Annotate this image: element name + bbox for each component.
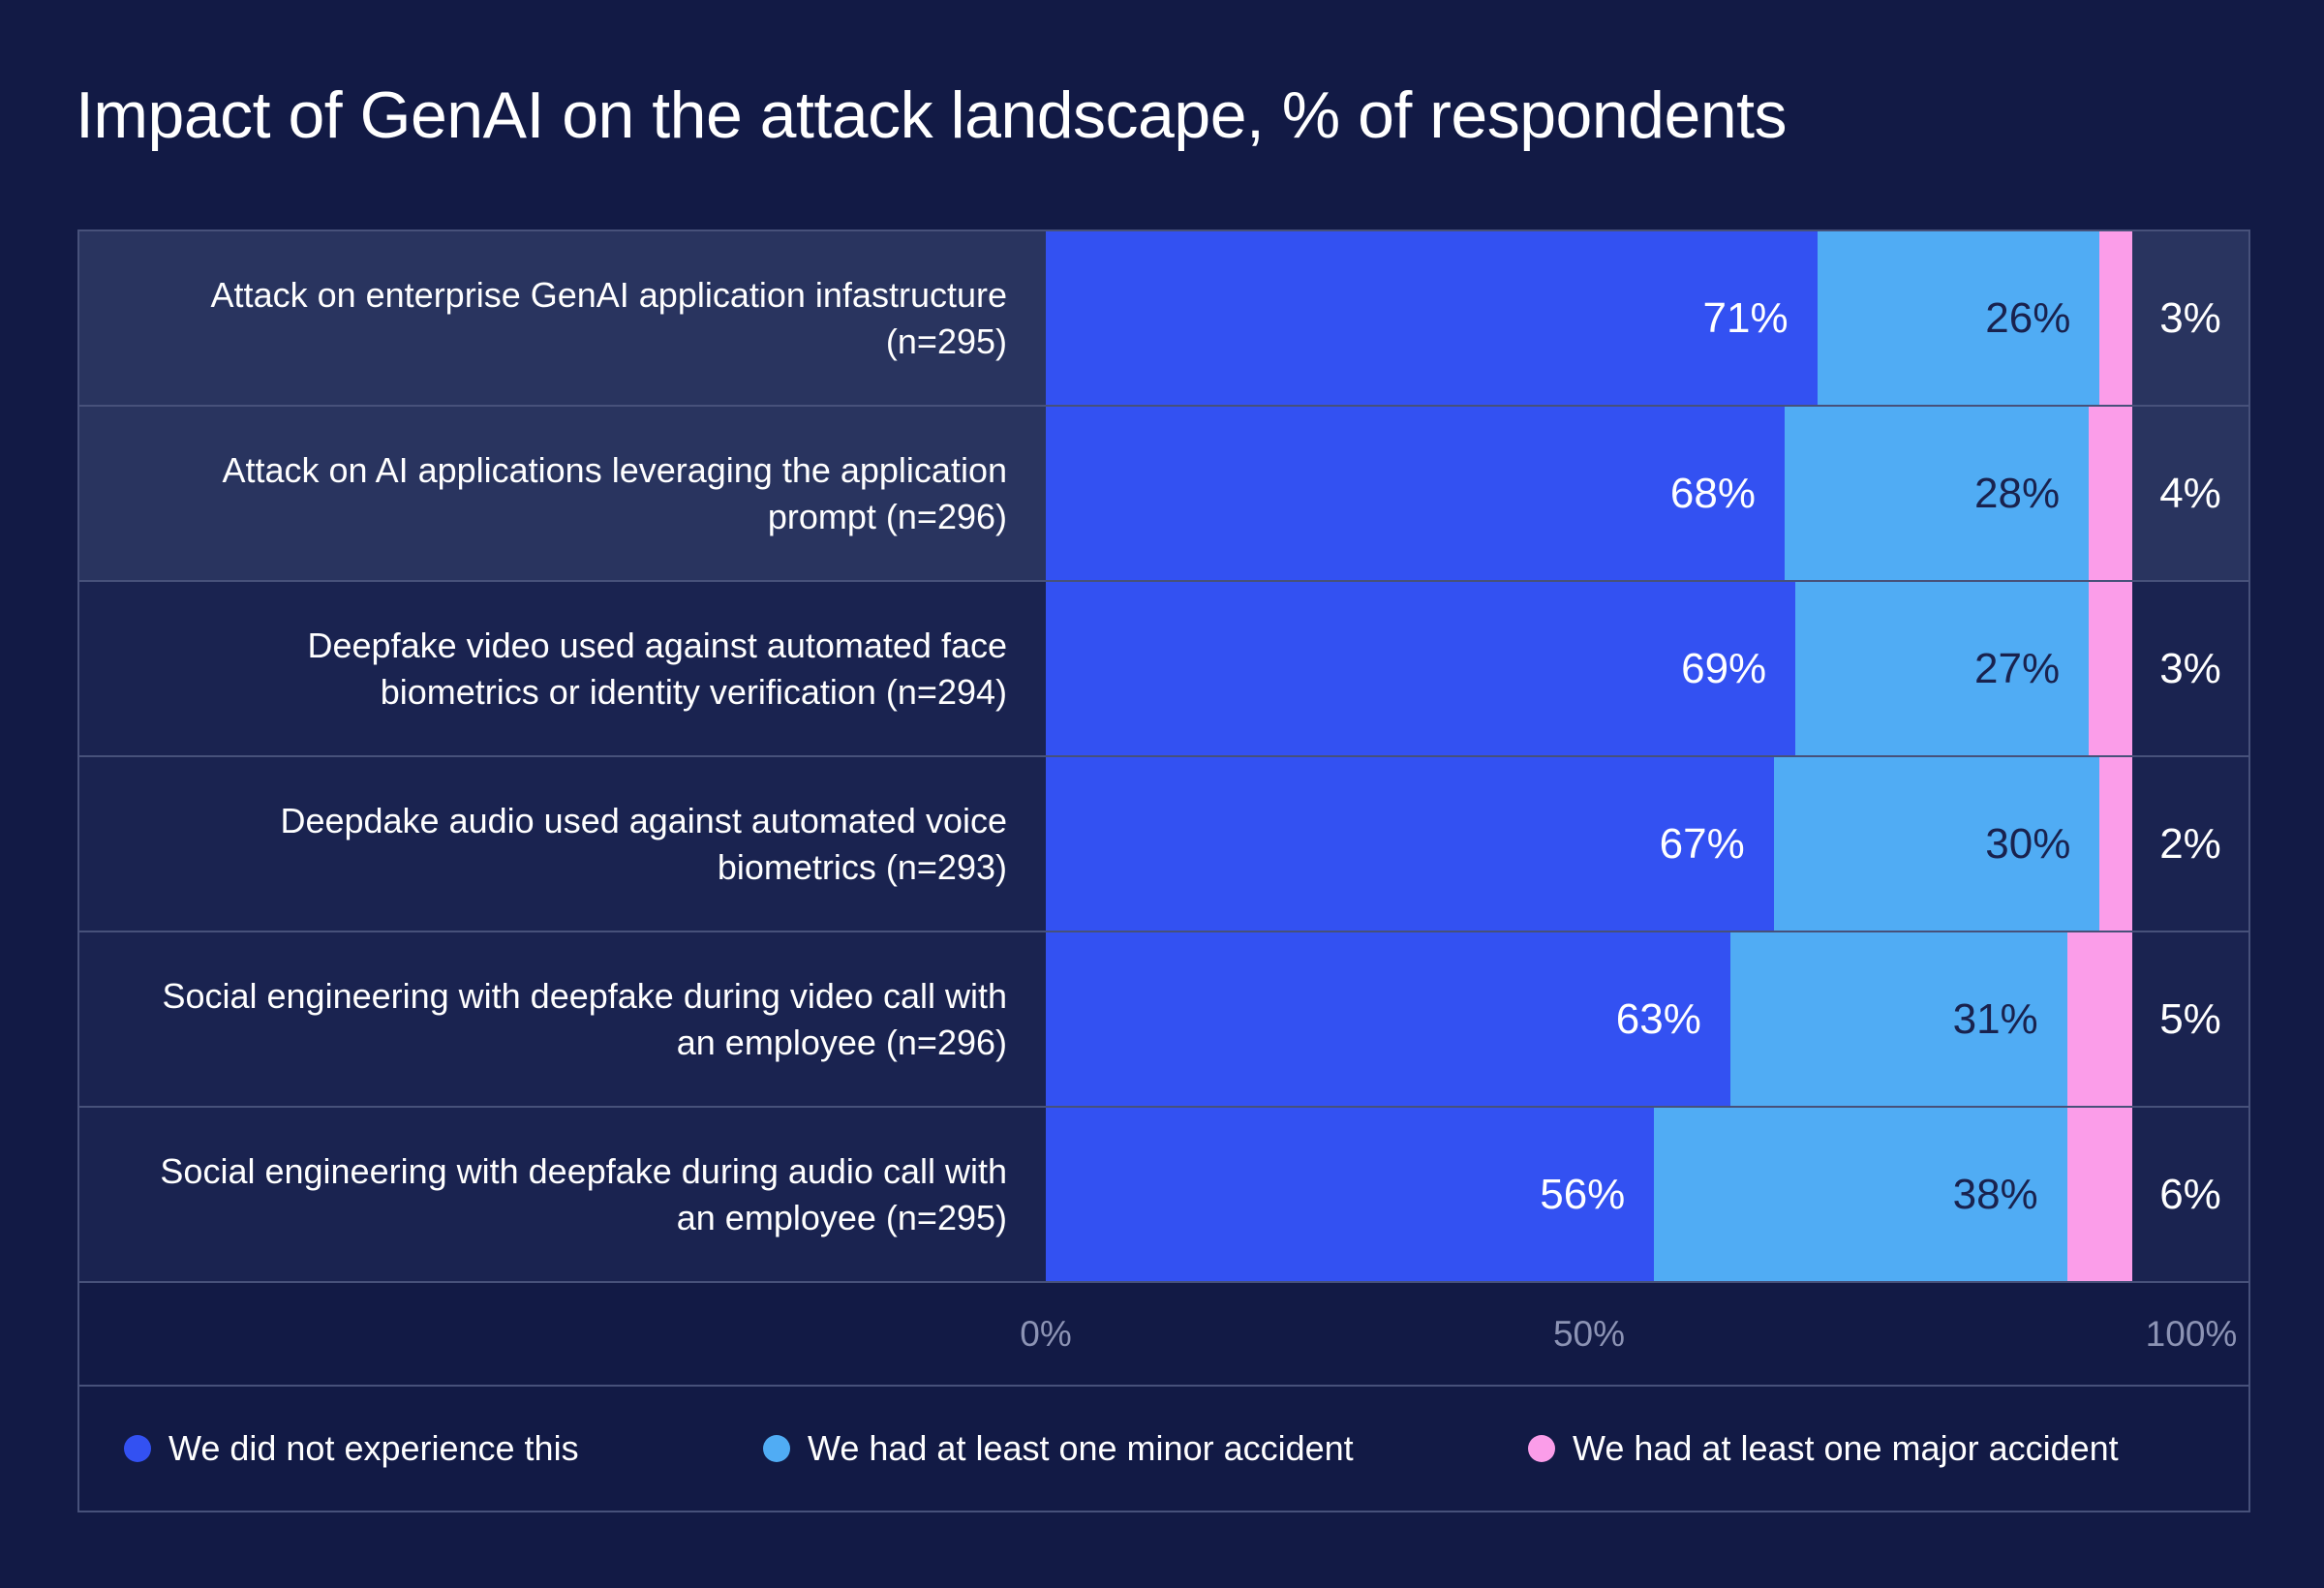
bar-group: 71% 26% bbox=[1046, 231, 2132, 405]
bar-value: 63% bbox=[1615, 994, 1701, 1043]
table-row: Deepdake audio used against automated vo… bbox=[79, 757, 2248, 932]
legend-label: We did not experience this bbox=[168, 1428, 579, 1468]
axis-tick-100: 100% bbox=[2145, 1313, 2238, 1354]
bar-segment-did-not-experience: 67% bbox=[1046, 757, 1774, 931]
legend-item-did-not-experience: We did not experience this bbox=[124, 1428, 579, 1469]
bar-segment-did-not-experience: 56% bbox=[1046, 1108, 1655, 1281]
legend-marker-blue-icon bbox=[124, 1435, 151, 1462]
bar-value: 71% bbox=[1702, 293, 1789, 342]
row-label: Social engineering with deepfake during … bbox=[160, 1150, 1007, 1237]
bar-segment-minor-accident: 31% bbox=[1729, 932, 2067, 1106]
bar-value: 67% bbox=[1659, 819, 1745, 868]
bar-value: 31% bbox=[1952, 994, 2038, 1043]
bar-segment-did-not-experience: 71% bbox=[1046, 231, 1818, 405]
bar-value: 26% bbox=[1985, 293, 2071, 342]
legend-label: We had at least one major accident bbox=[1573, 1428, 2119, 1468]
bar-segment-did-not-experience: 69% bbox=[1046, 582, 1796, 755]
row-outside-value: 4% bbox=[2159, 469, 2221, 517]
bar-value: 30% bbox=[1985, 819, 2071, 868]
axis-tick-50: 50% bbox=[1552, 1313, 1626, 1354]
bar-group: 68% 28% bbox=[1046, 407, 2132, 580]
table-row: Social engineering with deepfake during … bbox=[79, 1108, 2248, 1283]
bar-group: 69% 27% bbox=[1046, 582, 2132, 755]
bar-value: 56% bbox=[1540, 1170, 1626, 1218]
legend-item-major-accident: We had at least one major accident bbox=[1528, 1428, 2119, 1469]
row-outside-value: 2% bbox=[2159, 819, 2221, 868]
table-row: Deepfake video used against automated fa… bbox=[79, 582, 2248, 757]
x-axis: 0% 50% 100% bbox=[79, 1283, 2248, 1387]
bar-value: 28% bbox=[1974, 469, 2061, 517]
bar-value: 38% bbox=[1952, 1170, 2038, 1218]
bar-segment-major-accident bbox=[2099, 757, 2132, 931]
table-row: Attack on AI applications leveraging the… bbox=[79, 407, 2248, 582]
bar-group: 56% 38% bbox=[1046, 1108, 2132, 1281]
bar-value: 69% bbox=[1681, 644, 1767, 692]
legend-label: We had at least one minor accident bbox=[808, 1428, 1354, 1468]
legend: We did not experience this We had at lea… bbox=[79, 1387, 2248, 1511]
bar-segment-minor-accident: 28% bbox=[1784, 407, 2090, 580]
row-outside-value: 3% bbox=[2159, 293, 2221, 342]
bar-segment-major-accident bbox=[2099, 231, 2132, 405]
bar-group: 67% 30% bbox=[1046, 757, 2132, 931]
bar-segment-minor-accident: 26% bbox=[1817, 231, 2100, 405]
row-outside-value: 5% bbox=[2159, 994, 2221, 1043]
bar-segment-minor-accident: 38% bbox=[1654, 1108, 2067, 1281]
bar-segment-major-accident bbox=[2066, 932, 2132, 1106]
bar-value: 68% bbox=[1669, 469, 1756, 517]
row-label: Attack on AI applications leveraging the… bbox=[222, 449, 1007, 536]
table-row: Social engineering with deepfake during … bbox=[79, 932, 2248, 1108]
row-outside-value: 6% bbox=[2159, 1170, 2221, 1218]
bar-segment-minor-accident: 27% bbox=[1795, 582, 2090, 755]
bar-value: 27% bbox=[1974, 644, 2061, 692]
row-label: Attack on enterprise GenAI application i… bbox=[210, 274, 1007, 361]
bar-segment-major-accident bbox=[2066, 1108, 2132, 1281]
bar-segment-did-not-experience: 63% bbox=[1046, 932, 1730, 1106]
row-label: Social engineering with deepfake during … bbox=[162, 975, 1007, 1062]
axis-tick-0: 0% bbox=[1020, 1313, 1072, 1354]
table-row: Attack on enterprise GenAI application i… bbox=[79, 231, 2248, 407]
row-label: Deepfake video used against automated fa… bbox=[307, 625, 1008, 712]
legend-marker-pink-icon bbox=[1528, 1435, 1555, 1462]
chart-table: Attack on enterprise GenAI application i… bbox=[77, 229, 2250, 1512]
chart-title: Impact of GenAI on the attack landscape,… bbox=[76, 78, 1788, 152]
bar-segment-minor-accident: 30% bbox=[1773, 757, 2100, 931]
row-outside-value: 3% bbox=[2159, 644, 2221, 692]
bar-segment-major-accident bbox=[2089, 407, 2132, 580]
bar-segment-did-not-experience: 68% bbox=[1046, 407, 1785, 580]
bar-group: 63% 31% bbox=[1046, 932, 2132, 1106]
legend-marker-light-blue-icon bbox=[763, 1435, 790, 1462]
bar-segment-major-accident bbox=[2089, 582, 2132, 755]
row-label: Deepdake audio used against automated vo… bbox=[280, 800, 1007, 887]
legend-item-minor-accident: We had at least one minor accident bbox=[763, 1428, 1354, 1469]
